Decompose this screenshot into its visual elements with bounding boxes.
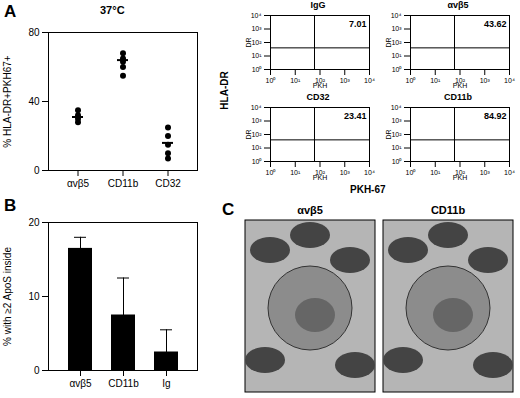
html-text:IgG: IgG	[310, 0, 326, 10]
html-text:αvβ5: αvβ5	[297, 204, 323, 216]
svg-text:10³: 10³	[251, 117, 262, 124]
svg-text:10⁴: 10⁴	[391, 104, 402, 111]
html-text:αvβ5: αvβ5	[447, 0, 469, 10]
svg-text:DR: DR	[385, 37, 392, 47]
svg-text:CD11b: CD11b	[108, 378, 139, 389]
svg-text:10¹: 10¹	[290, 169, 301, 176]
svg-text:0: 0	[34, 365, 40, 376]
html-text:CD11b: CD11b	[430, 204, 466, 216]
svg-text:80: 80	[28, 27, 40, 38]
svg-text:10³: 10³	[340, 77, 351, 84]
svg-text:20: 20	[28, 217, 40, 228]
svg-text:PKH: PKH	[453, 82, 467, 89]
html-text:A: A	[4, 2, 17, 21]
html-text:B: B	[4, 196, 17, 215]
svg-text:10⁴: 10⁴	[364, 77, 375, 84]
svg-text:αvβ5: αvβ5	[67, 178, 90, 189]
svg-text:% HLA-DR+PKH67+: % HLA-DR+PKH67+	[2, 55, 13, 147]
svg-text:10³: 10³	[391, 117, 402, 124]
svg-text:10⁴: 10⁴	[251, 104, 262, 111]
svg-text:CD32: CD32	[155, 178, 181, 189]
svg-text:0: 0	[34, 165, 40, 176]
svg-text:10⁴: 10⁴	[504, 77, 515, 84]
svg-text:PKH: PKH	[313, 174, 327, 181]
svg-text:10: 10	[28, 291, 40, 302]
svg-text:10¹: 10¹	[430, 77, 441, 84]
svg-text:10³: 10³	[340, 169, 351, 176]
svg-text:10¹: 10¹	[391, 52, 402, 59]
html-text:CD32: CD32	[306, 92, 330, 102]
svg-text:% with ≥2 ApoS inside: % with ≥2 ApoS inside	[2, 247, 13, 346]
svg-text:10⁴: 10⁴	[251, 12, 262, 19]
svg-text:10²: 10²	[391, 131, 402, 138]
svg-text:10⁴: 10⁴	[391, 12, 402, 19]
svg-text:10³: 10³	[251, 25, 262, 32]
svg-text:PKH: PKH	[313, 82, 327, 89]
svg-text:10¹: 10¹	[430, 169, 441, 176]
svg-text:10¹: 10¹	[251, 52, 262, 59]
svg-text:10⁰: 10⁰	[252, 158, 263, 165]
svg-text:10²: 10²	[391, 39, 402, 46]
svg-text:10²: 10²	[251, 131, 262, 138]
html-text:PKH-67: PKH-67	[350, 184, 386, 195]
svg-text:CD11b: CD11b	[108, 178, 139, 189]
svg-text:10⁰: 10⁰	[392, 66, 403, 73]
svg-text:43.62: 43.62	[484, 19, 507, 29]
svg-text:10³: 10³	[480, 169, 491, 176]
svg-text:αvβ5: αvβ5	[69, 378, 92, 389]
svg-text:10⁰: 10⁰	[392, 158, 403, 165]
svg-text:10¹: 10¹	[391, 144, 402, 151]
svg-text:DR: DR	[245, 129, 252, 139]
html-text:CD11b: CD11b	[444, 92, 472, 102]
html-text:37°C: 37°C	[100, 4, 125, 16]
html-text:C: C	[222, 200, 235, 219]
svg-text:10¹: 10¹	[290, 77, 301, 84]
svg-text:10³: 10³	[391, 25, 402, 32]
svg-text:PKH: PKH	[453, 174, 467, 181]
html-text:HLA-DR: HLA-DR	[218, 71, 230, 110]
svg-text:40: 40	[28, 96, 40, 107]
svg-text:10⁴: 10⁴	[504, 169, 515, 176]
svg-text:Ig: Ig	[162, 378, 170, 389]
svg-text:10⁰: 10⁰	[266, 77, 277, 84]
svg-text:10¹: 10¹	[251, 144, 262, 151]
svg-text:10⁰: 10⁰	[252, 66, 263, 73]
svg-text:10⁰: 10⁰	[406, 77, 417, 84]
svg-text:84.92: 84.92	[484, 111, 507, 121]
svg-text:10⁴: 10⁴	[364, 169, 375, 176]
svg-text:DR: DR	[385, 129, 392, 139]
svg-text:10³: 10³	[480, 77, 491, 84]
svg-text:10²: 10²	[251, 39, 262, 46]
svg-text:DR: DR	[245, 37, 252, 47]
svg-text:10⁰: 10⁰	[266, 169, 277, 176]
svg-text:23.41: 23.41	[344, 111, 367, 121]
svg-text:10⁰: 10⁰	[406, 169, 417, 176]
svg-text:7.01: 7.01	[349, 19, 367, 29]
